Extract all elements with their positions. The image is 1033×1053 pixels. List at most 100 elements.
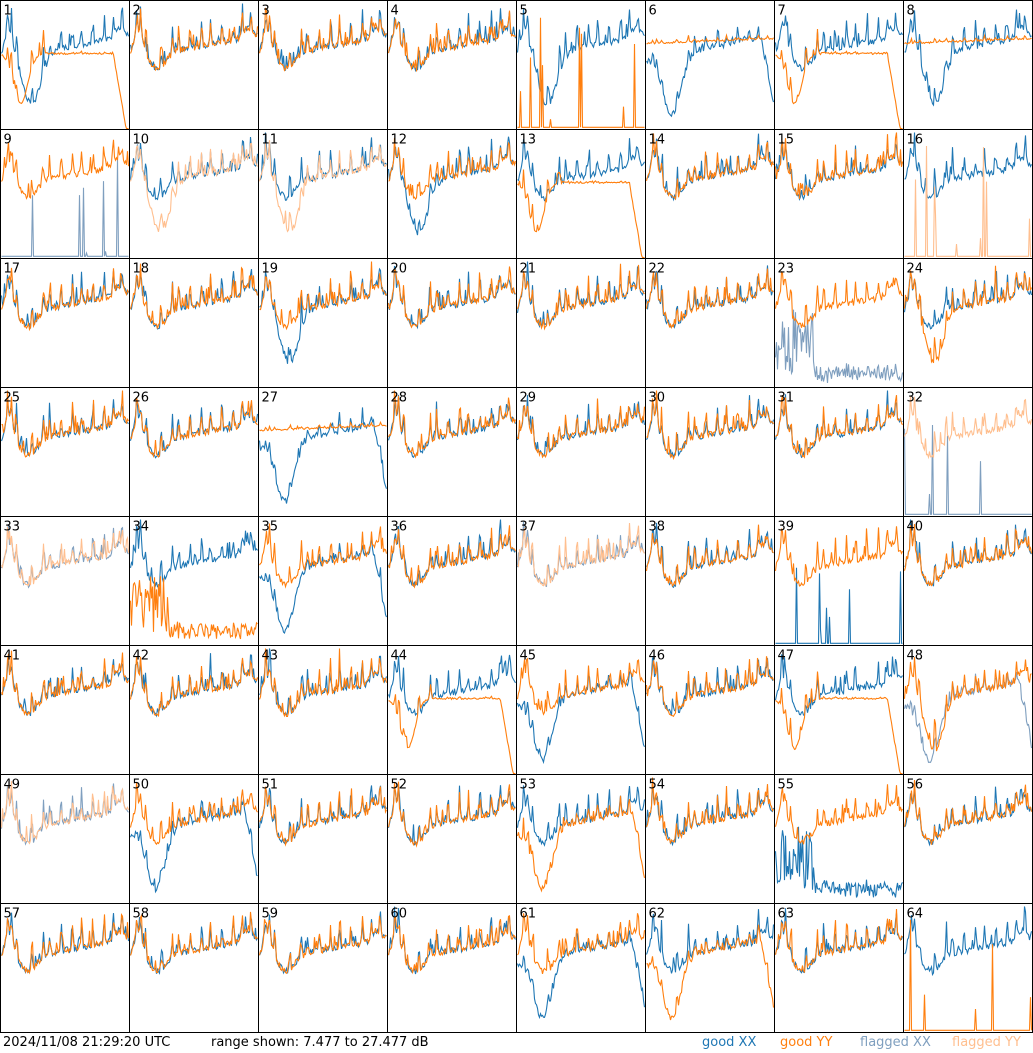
panel-label: 3 [262,4,270,19]
panel-label: 16 [907,133,924,148]
xx-line [903,424,1032,515]
panel-label: 45 [520,649,537,664]
yy-line [388,137,517,201]
panel-60: 60 [387,903,517,1033]
yy-line [645,133,775,201]
panel-56: 56 [903,774,1033,904]
yy-line [129,8,259,72]
panel-label: 57 [4,907,21,922]
xx-line [129,916,258,975]
yy-line [775,671,903,775]
xx-line [904,9,1032,107]
panel-28: 28 [387,387,517,517]
panel-17: 17 [0,258,130,388]
yy-line [646,33,774,45]
panel-frame [258,0,388,130]
panel-6: 6 [645,0,775,130]
xx-line [129,519,258,588]
panel-frame [387,0,517,130]
panel-label: 29 [520,391,537,406]
panel-label: 44 [391,649,408,664]
panel-frame [0,0,130,130]
panel-26: 26 [129,387,259,517]
panel-9: 9 [0,129,130,259]
panel-label: 58 [133,907,150,922]
panel-label: 17 [4,262,21,277]
xx-line [904,519,1032,587]
yy-line [646,924,775,1021]
legend-good-yy: good YY [780,1035,833,1050]
panel-label: 41 [4,649,21,664]
panel-frame [387,645,517,775]
panel-label: 2 [133,4,141,19]
panel-45: 45 [516,645,646,775]
panel-label: 21 [520,262,537,277]
panel-58: 58 [129,903,259,1033]
panel-frame [774,903,904,1033]
panel-59: 59 [258,903,388,1033]
yy-line [129,911,258,974]
panel-frame [129,387,259,517]
yy-line [0,781,130,845]
panel-frame [0,645,130,775]
panel-34: 34 [129,516,259,646]
yy-line [774,132,904,199]
panel-label: 14 [649,133,666,148]
panel-22: 22 [645,258,775,388]
panel-frame [774,516,904,646]
panel-frame [129,774,259,904]
panel-20: 20 [387,258,517,388]
yy-line [774,784,903,845]
yy-line [775,394,903,459]
panel-frame [258,774,388,904]
yy-line [903,779,1033,845]
panel-4: 4 [387,0,517,130]
panel-label: 48 [907,649,924,664]
panel-label: 39 [778,520,795,535]
panel-frame [258,387,388,517]
panel-frame [387,516,517,646]
panel-frame [129,903,259,1033]
panel-frame [774,387,904,517]
panel-frame [774,645,904,775]
yy-line [645,524,774,587]
yy-line [903,657,1032,752]
panel-15: 15 [774,129,904,259]
panel-label: 34 [133,520,150,535]
yy-line [645,268,774,330]
panel-frame [516,258,646,388]
panel-21: 21 [516,258,646,388]
panel-label: 25 [4,391,21,406]
xx-line [387,8,517,73]
panel-label: 53 [520,778,537,793]
panel-16: 16 [903,129,1033,259]
panel-label: 62 [649,907,666,922]
panel-frame [903,129,1033,259]
panel-64: 64 [903,903,1033,1033]
panel-1: 1 [0,0,130,130]
yy-line [387,10,516,72]
yy-line [517,17,645,128]
xx-line [387,136,516,236]
panel-10: 10 [129,129,259,259]
yy-line [903,265,1033,364]
yy-line [903,395,1033,460]
yy-line [517,913,646,975]
panel-52: 52 [387,774,517,904]
panel-55: 55 [774,774,904,904]
panel-label: 43 [262,649,279,664]
yy-line [774,526,903,587]
xx-line [775,567,903,644]
panel-43: 43 [258,645,388,775]
panel-frame [129,129,259,259]
panel-12: 12 [387,129,517,259]
yy-line [774,270,903,328]
legend-flagged-yy: flagged YY [952,1035,1021,1050]
yy-line [516,795,646,893]
panel-41: 41 [0,645,130,775]
panel-29: 29 [516,387,646,517]
panel-frame [774,0,904,130]
yy-line [645,777,774,844]
panel-33: 33 [0,516,130,646]
panel-frame [0,129,130,259]
